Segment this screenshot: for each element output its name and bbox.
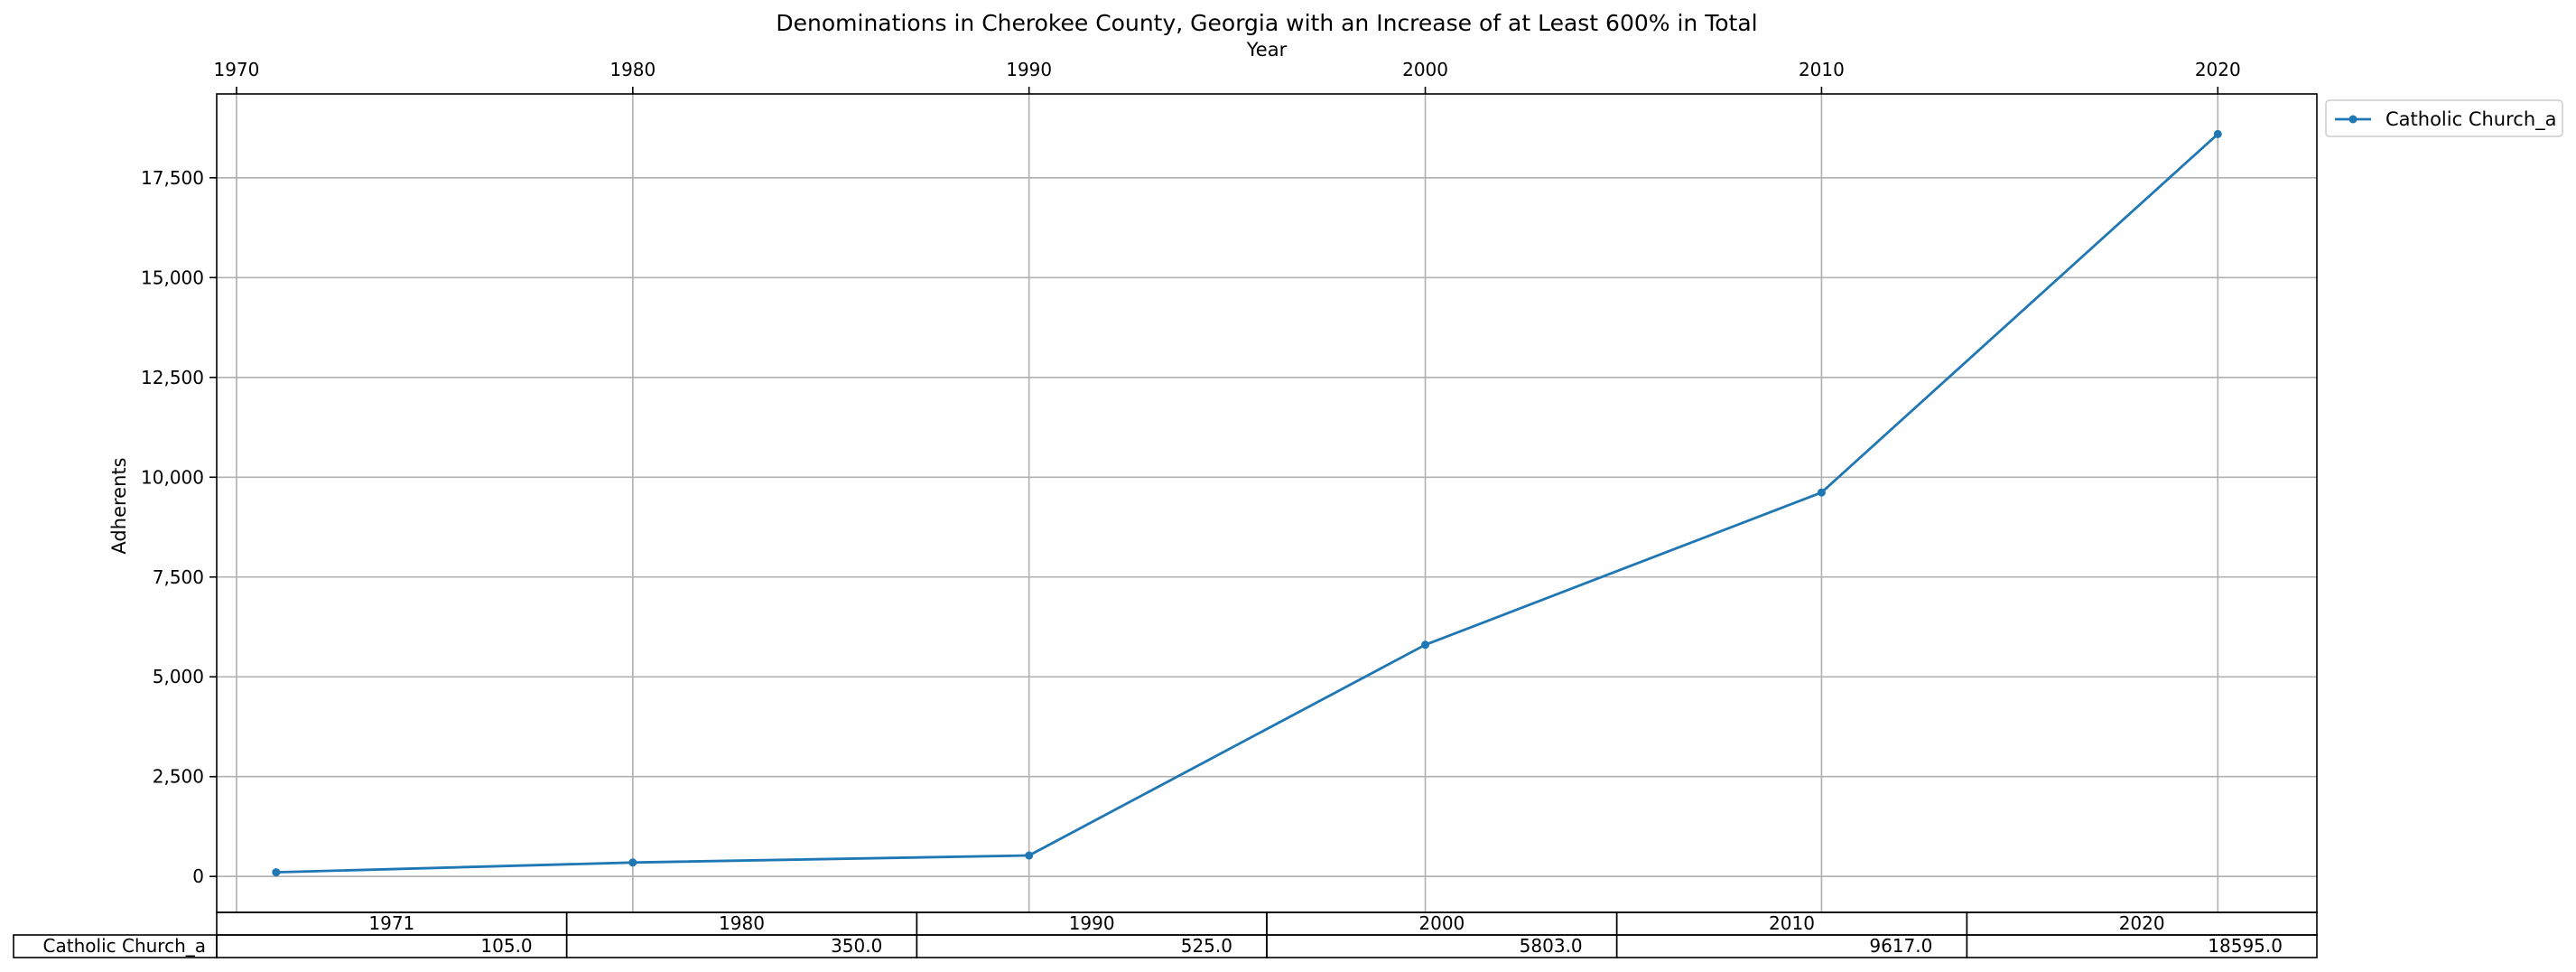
table-cell [1966,934,2318,958]
x-tick-label: 1970 [213,59,259,80]
y-tick-label: 2,500 [153,766,204,788]
y-tick-label: 5,000 [153,666,204,687]
legend-marker [2348,115,2357,124]
y-axis-label: Adherents [108,457,130,554]
table-row-label: Catholic Church_a [43,935,206,957]
table-column-label: 2000 [1418,912,1465,934]
y-tick-label: 15,000 [141,266,204,288]
chart-title: Denominations in Cherokee County, Georgi… [776,10,1757,36]
data-point [628,858,637,867]
table-column-label: 1971 [368,912,414,934]
table-cell-value: 5803.0 [1520,935,1583,957]
legend-box [2325,99,2563,137]
table-column-label: 2010 [1769,912,1815,934]
table-cell-value: 9617.0 [1869,935,1932,957]
x-tick-label: 1980 [609,59,656,80]
x-tick-label: 2000 [1402,59,1448,80]
x-tick-label: 2010 [1799,59,1845,80]
table-column-label: 2020 [2119,912,2165,934]
y-axis-ticks: 0 2,500 5,000 7,500 10,000 12,500 15,000 17,500 [141,167,217,887]
x-tick-label: 1990 [1006,59,1052,80]
y-tick-label: 7,500 [153,566,204,588]
series-layer [272,129,2222,877]
x-axis-label: Year [1246,39,1288,61]
y-tick-label: 0 [192,865,204,887]
series-line [275,133,2219,874]
table-column-label: 1980 [719,912,765,934]
table-cell-value: 350.0 [831,935,882,957]
data-table: 1971 1980 1990 2000 2010 2020 Catholic Church_… [13,911,2318,958]
table-cell-value: 18595.0 [2208,935,2283,957]
legend: Catholic Church_a [2325,99,2563,137]
plot-frame [216,93,2318,913]
x-axis-ticks: 1970 1980 1990 2000 2010 2020 [213,59,2241,94]
x-tick-label: 2020 [2195,59,2241,80]
data-point [1817,488,1826,497]
table-cell-value: 525.0 [1181,935,1232,957]
table-cell-value: 105.0 [480,935,532,957]
gridlines [217,94,2317,912]
table-column-label: 1990 [1069,912,1115,934]
y-tick-label: 10,000 [141,466,204,488]
data-point [1421,640,1430,650]
data-point [272,868,281,877]
data-point [1025,851,1034,860]
data-point [2213,129,2222,138]
y-tick-label: 12,500 [141,367,204,388]
y-tick-label: 17,500 [141,167,204,189]
legend-label: Catholic Church_a [2385,108,2557,131]
